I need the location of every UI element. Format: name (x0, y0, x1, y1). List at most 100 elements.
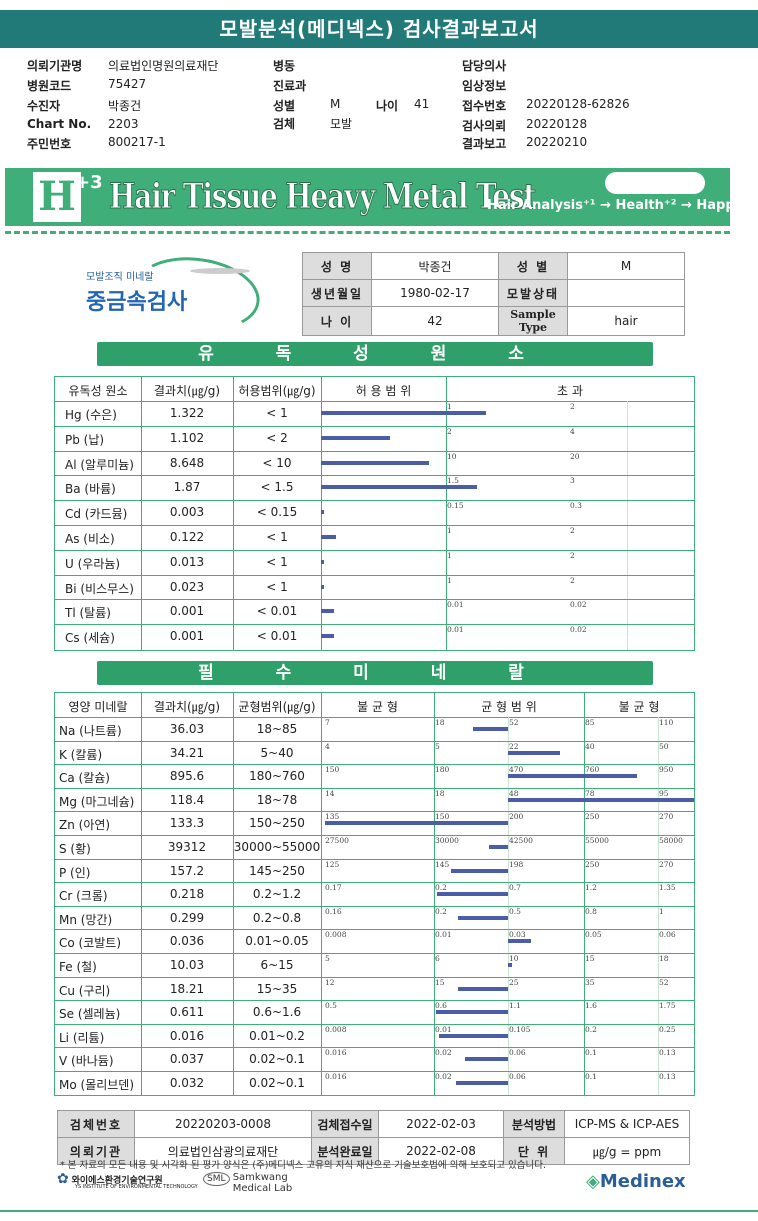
col-divider (233, 377, 234, 650)
toxic-tick-double: 0.02 (570, 625, 587, 635)
mineral-tick-label: 1.1 (509, 1001, 521, 1011)
table-row-divider (55, 525, 694, 526)
patient-sex: M (567, 252, 685, 280)
header-value: 모발 (330, 117, 353, 131)
patient-dob: 1980-02-17 (371, 279, 499, 307)
header-label: 검사의뢰 (462, 119, 507, 133)
mineral-balanced-range: 30000~55000 (233, 840, 321, 854)
mineral-balanced-range: 0.2~0.8 (252, 910, 302, 925)
mineral-tick-label: 1.2 (585, 883, 597, 893)
mineral-tick-label: 1.75 (659, 1001, 676, 1011)
mineral-result-value: 18.21 (169, 981, 205, 996)
col-divider (446, 377, 447, 650)
header-label: 검체 (273, 117, 296, 131)
col-divider (321, 693, 322, 1095)
mineral-level-bar (451, 868, 508, 873)
toxic-allowed-range: < 1 (266, 530, 288, 544)
toxic-tick-limit: 1.5 (447, 476, 459, 486)
toxic-level-bar (321, 460, 430, 465)
toxic-result-value: 0.013 (169, 554, 205, 569)
toxic-tick-limit: 1 (447, 526, 452, 535)
mineral-tick-label: 0.2 (585, 1024, 597, 1034)
mineral-tick-label: 0.016 (325, 1048, 347, 1058)
mineral-element-name: Fe (철) (59, 960, 97, 974)
header-divider (55, 717, 694, 718)
mineral-header-cell: 불 균 형 (618, 700, 660, 714)
mineral-tick-label: 25 (509, 977, 519, 987)
mineral-tick-label: 0.2 (435, 883, 447, 893)
mineral-result-value: 36.03 (169, 722, 205, 736)
mineral-tick-label: 0.01 (435, 1024, 452, 1034)
header-label: 진료과 (273, 79, 307, 93)
mineral-header-cell: 결과치(㎍/g) (153, 700, 221, 714)
mineral-element-name: S (황) (59, 842, 91, 856)
header-value: M (330, 97, 341, 111)
mineral-balanced-range: 18~78 (256, 792, 298, 807)
test-seal-logo: 모발조직 미네랄 중금속검사 (80, 249, 265, 339)
mineral-tick-label: 250 (585, 859, 600, 869)
header-value: 20220210 (526, 135, 588, 149)
sample-type: hair (567, 306, 685, 336)
header-label: 담당의사 (462, 59, 507, 73)
mineral-tick-label: 0.16 (325, 906, 342, 916)
mineral-tick-label: 18 (659, 954, 669, 963)
ys-logo-english: YS INSTITUTE OF ENVIRONMENTAL TECHNOLOGY (75, 1184, 198, 1190)
mineral-balanced-range: 0.02~0.1 (249, 1076, 305, 1090)
mineral-tick-label: 55000 (585, 836, 609, 845)
header-label: 성별 (273, 99, 296, 113)
mineral-tick-label: 0.02 (435, 1072, 452, 1081)
mineral-balanced-range: 18~85 (256, 722, 298, 736)
mineral-tick-label: 135 (325, 812, 340, 822)
mineral-level-bar (508, 939, 531, 944)
table-row-divider (55, 1023, 694, 1025)
name-label: 성 명 (302, 252, 372, 280)
header-label: 결과보고 (462, 137, 507, 151)
mineral-tick-label: 0.13 (659, 1072, 676, 1081)
toxic-tick-limit: 0.01 (447, 600, 464, 610)
mineral-tick-label: 0.05 (585, 930, 602, 940)
sample-type-label: Sample Type (498, 306, 568, 336)
header-label: 임상정보 (462, 79, 507, 93)
sex-label: 성 별 (498, 252, 568, 280)
toxic-tick-double: 0.3 (570, 501, 582, 511)
toxic-tick-double: 4 (570, 426, 575, 436)
seal-subtitle: 모발조직 미네랄 (86, 272, 154, 283)
mineral-element-name: Li (리튬) (59, 1030, 105, 1045)
toxic-tick-double: 0.02 (570, 600, 587, 610)
mineral-tick-label: 30000 (435, 836, 459, 845)
mineral-tick-label: 7 (325, 718, 330, 727)
toxic-level-bar (321, 559, 324, 564)
table-row-divider (55, 929, 694, 931)
received-date-label: 검체접수일 (311, 1110, 379, 1138)
mineral-tick-label: 760 (585, 765, 600, 775)
toxic-level-bar (321, 435, 390, 440)
medinex-logo: ◈Medinex (586, 1171, 686, 1192)
mineral-level-bar (508, 797, 694, 802)
banner-tagline: Hair Analysis⁺¹ → Health⁺² → Happy⁺³ (487, 198, 730, 213)
table-row-divider (55, 1071, 694, 1072)
mineral-tick-label: 270 (659, 812, 674, 822)
mineral-tick-label: 14 (325, 788, 335, 798)
patient-age: 42 (371, 306, 499, 336)
toxic-allowed-range: < 0.01 (256, 604, 298, 619)
mineral-tick-label: 150 (435, 812, 450, 822)
mineral-tick-label: 0.06 (659, 930, 676, 940)
mineral-tick-label: 5 (325, 954, 330, 963)
table-row-divider (55, 574, 694, 576)
table-row-divider (55, 1000, 694, 1002)
table-row-divider (55, 599, 694, 601)
mineral-tick-label: 0.25 (659, 1024, 676, 1034)
mineral-tick-label: 48 (509, 788, 519, 798)
mineral-tick-label: 198 (509, 859, 524, 869)
toxic-element-name: Bi (비스무스) (65, 581, 134, 596)
mineral-result-value: 0.611 (169, 1005, 205, 1020)
toxic-result-value: 0.003 (169, 505, 205, 520)
mineral-tick-label: 58000 (659, 836, 683, 845)
toxic-element-name: Pb (납) (65, 432, 105, 447)
table-row-divider (55, 811, 694, 813)
mineral-tick-label: 78 (585, 788, 595, 798)
mineral-result-value: 133.3 (169, 816, 205, 831)
table-row-divider (55, 764, 694, 766)
mineral-element-name: P (인) (59, 865, 91, 880)
table-row-divider (55, 549, 694, 551)
